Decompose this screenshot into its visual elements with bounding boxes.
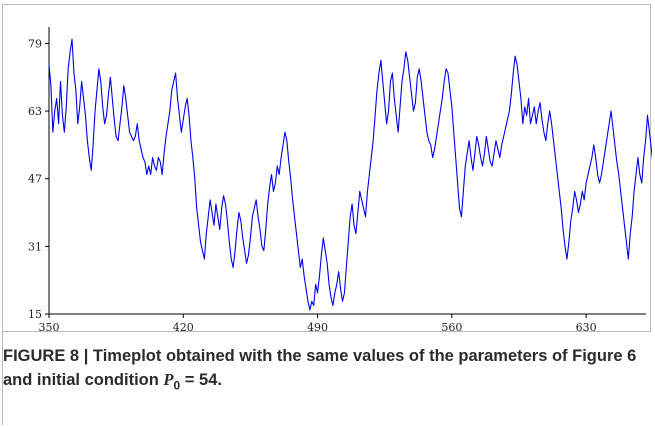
x-tick-label: 630 [576, 321, 597, 333]
x-tick-label: 490 [307, 321, 328, 333]
caption-separator: | [83, 347, 89, 365]
x-tick-label: 560 [441, 321, 462, 333]
caption-rule [2, 332, 3, 425]
y-tick-label: 79 [28, 37, 42, 50]
timeplot-chart: 15 31 47 63 79 350 420 490 560 630 [28, 27, 652, 333]
plot-area: 15 31 47 63 79 350 420 490 560 630 [28, 27, 652, 333]
condition-value: = 54. [184, 371, 222, 389]
condition-subscript: 0 [173, 378, 181, 393]
figure-frame: 15 31 47 63 79 350 420 490 560 630 [2, 4, 652, 333]
y-tick-label: 15 [28, 308, 42, 321]
x-tick-label: 350 [39, 321, 60, 333]
condition-symbol: P [163, 370, 174, 389]
caption-text: Timeplot obtained with the same values o… [3, 347, 637, 389]
y-tick-label: 47 [28, 173, 42, 186]
x-tick-label: 420 [173, 321, 194, 333]
y-tick-label: 63 [28, 105, 42, 118]
figure-caption: FIGURE 8 | Timeplot obtained with the sa… [3, 344, 643, 397]
y-tick-label: 31 [28, 240, 42, 253]
figure-label: FIGURE 8 [3, 347, 80, 365]
series-line [48, 38, 652, 311]
